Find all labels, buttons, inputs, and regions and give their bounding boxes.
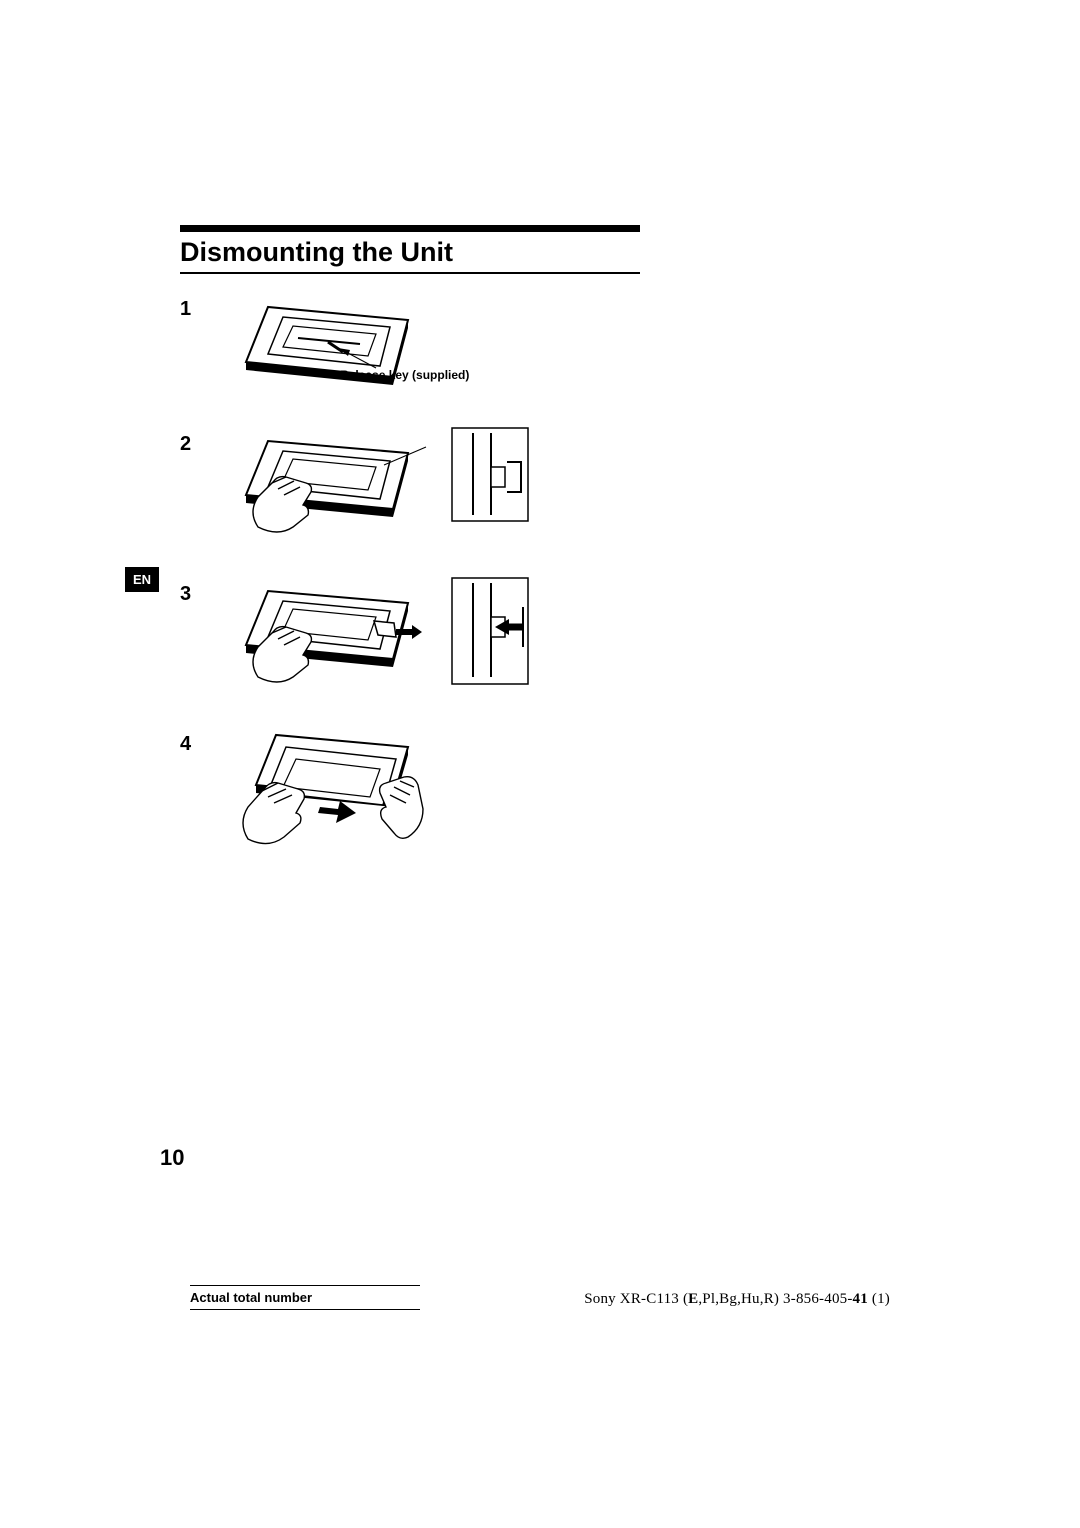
step-graphic xyxy=(228,427,910,542)
step-number: 1 xyxy=(180,292,228,321)
footer-bold-41: 41 xyxy=(853,1291,868,1307)
section-title: Dismounting the Unit xyxy=(180,238,640,274)
title-rule xyxy=(180,225,640,232)
footer-model-mid: ,Pl,Bg,Hu,R) 3-856-405- xyxy=(698,1291,852,1307)
step-graphic xyxy=(228,727,910,857)
step-4: 4 xyxy=(180,727,910,857)
language-tab: EN xyxy=(125,567,159,592)
footer-rule-bottom xyxy=(190,1309,420,1310)
detail-illustration-2 xyxy=(451,427,529,522)
footer-model-prefix: Sony XR-C113 ( xyxy=(584,1291,688,1307)
step-2: 2 xyxy=(180,427,910,542)
detail-illustration-3 xyxy=(451,577,529,685)
footer-bold-e: E xyxy=(688,1291,698,1307)
steps-list: 1 xyxy=(180,292,910,857)
step-3: 3 xyxy=(180,577,910,692)
actual-total-label: Actual total number xyxy=(190,1286,420,1309)
step-graphic xyxy=(228,577,910,692)
step-1: 1 xyxy=(180,292,910,392)
step-number: 3 xyxy=(180,577,228,606)
footer: Actual total number Sony XR-C113 (E,Pl,B… xyxy=(190,1283,890,1323)
content-area: Dismounting the Unit 1 xyxy=(180,225,910,892)
manual-page: Dismounting the Unit 1 xyxy=(0,0,1080,1528)
dismount-illustration-3 xyxy=(228,577,433,692)
release-key-caption: Release key (supplied) xyxy=(340,368,469,382)
step-graphic: Release key (supplied) xyxy=(228,292,910,392)
page-number: 10 xyxy=(160,1145,184,1171)
footer-model-suffix: (1) xyxy=(868,1291,890,1307)
step-number: 4 xyxy=(180,727,228,756)
step-number: 2 xyxy=(180,427,228,456)
footer-left: Actual total number xyxy=(190,1285,420,1310)
footer-right: Sony XR-C113 (E,Pl,Bg,Hu,R) 3-856-405-41… xyxy=(584,1291,890,1308)
dismount-illustration-4 xyxy=(228,727,458,857)
dismount-illustration-2 xyxy=(228,427,433,542)
